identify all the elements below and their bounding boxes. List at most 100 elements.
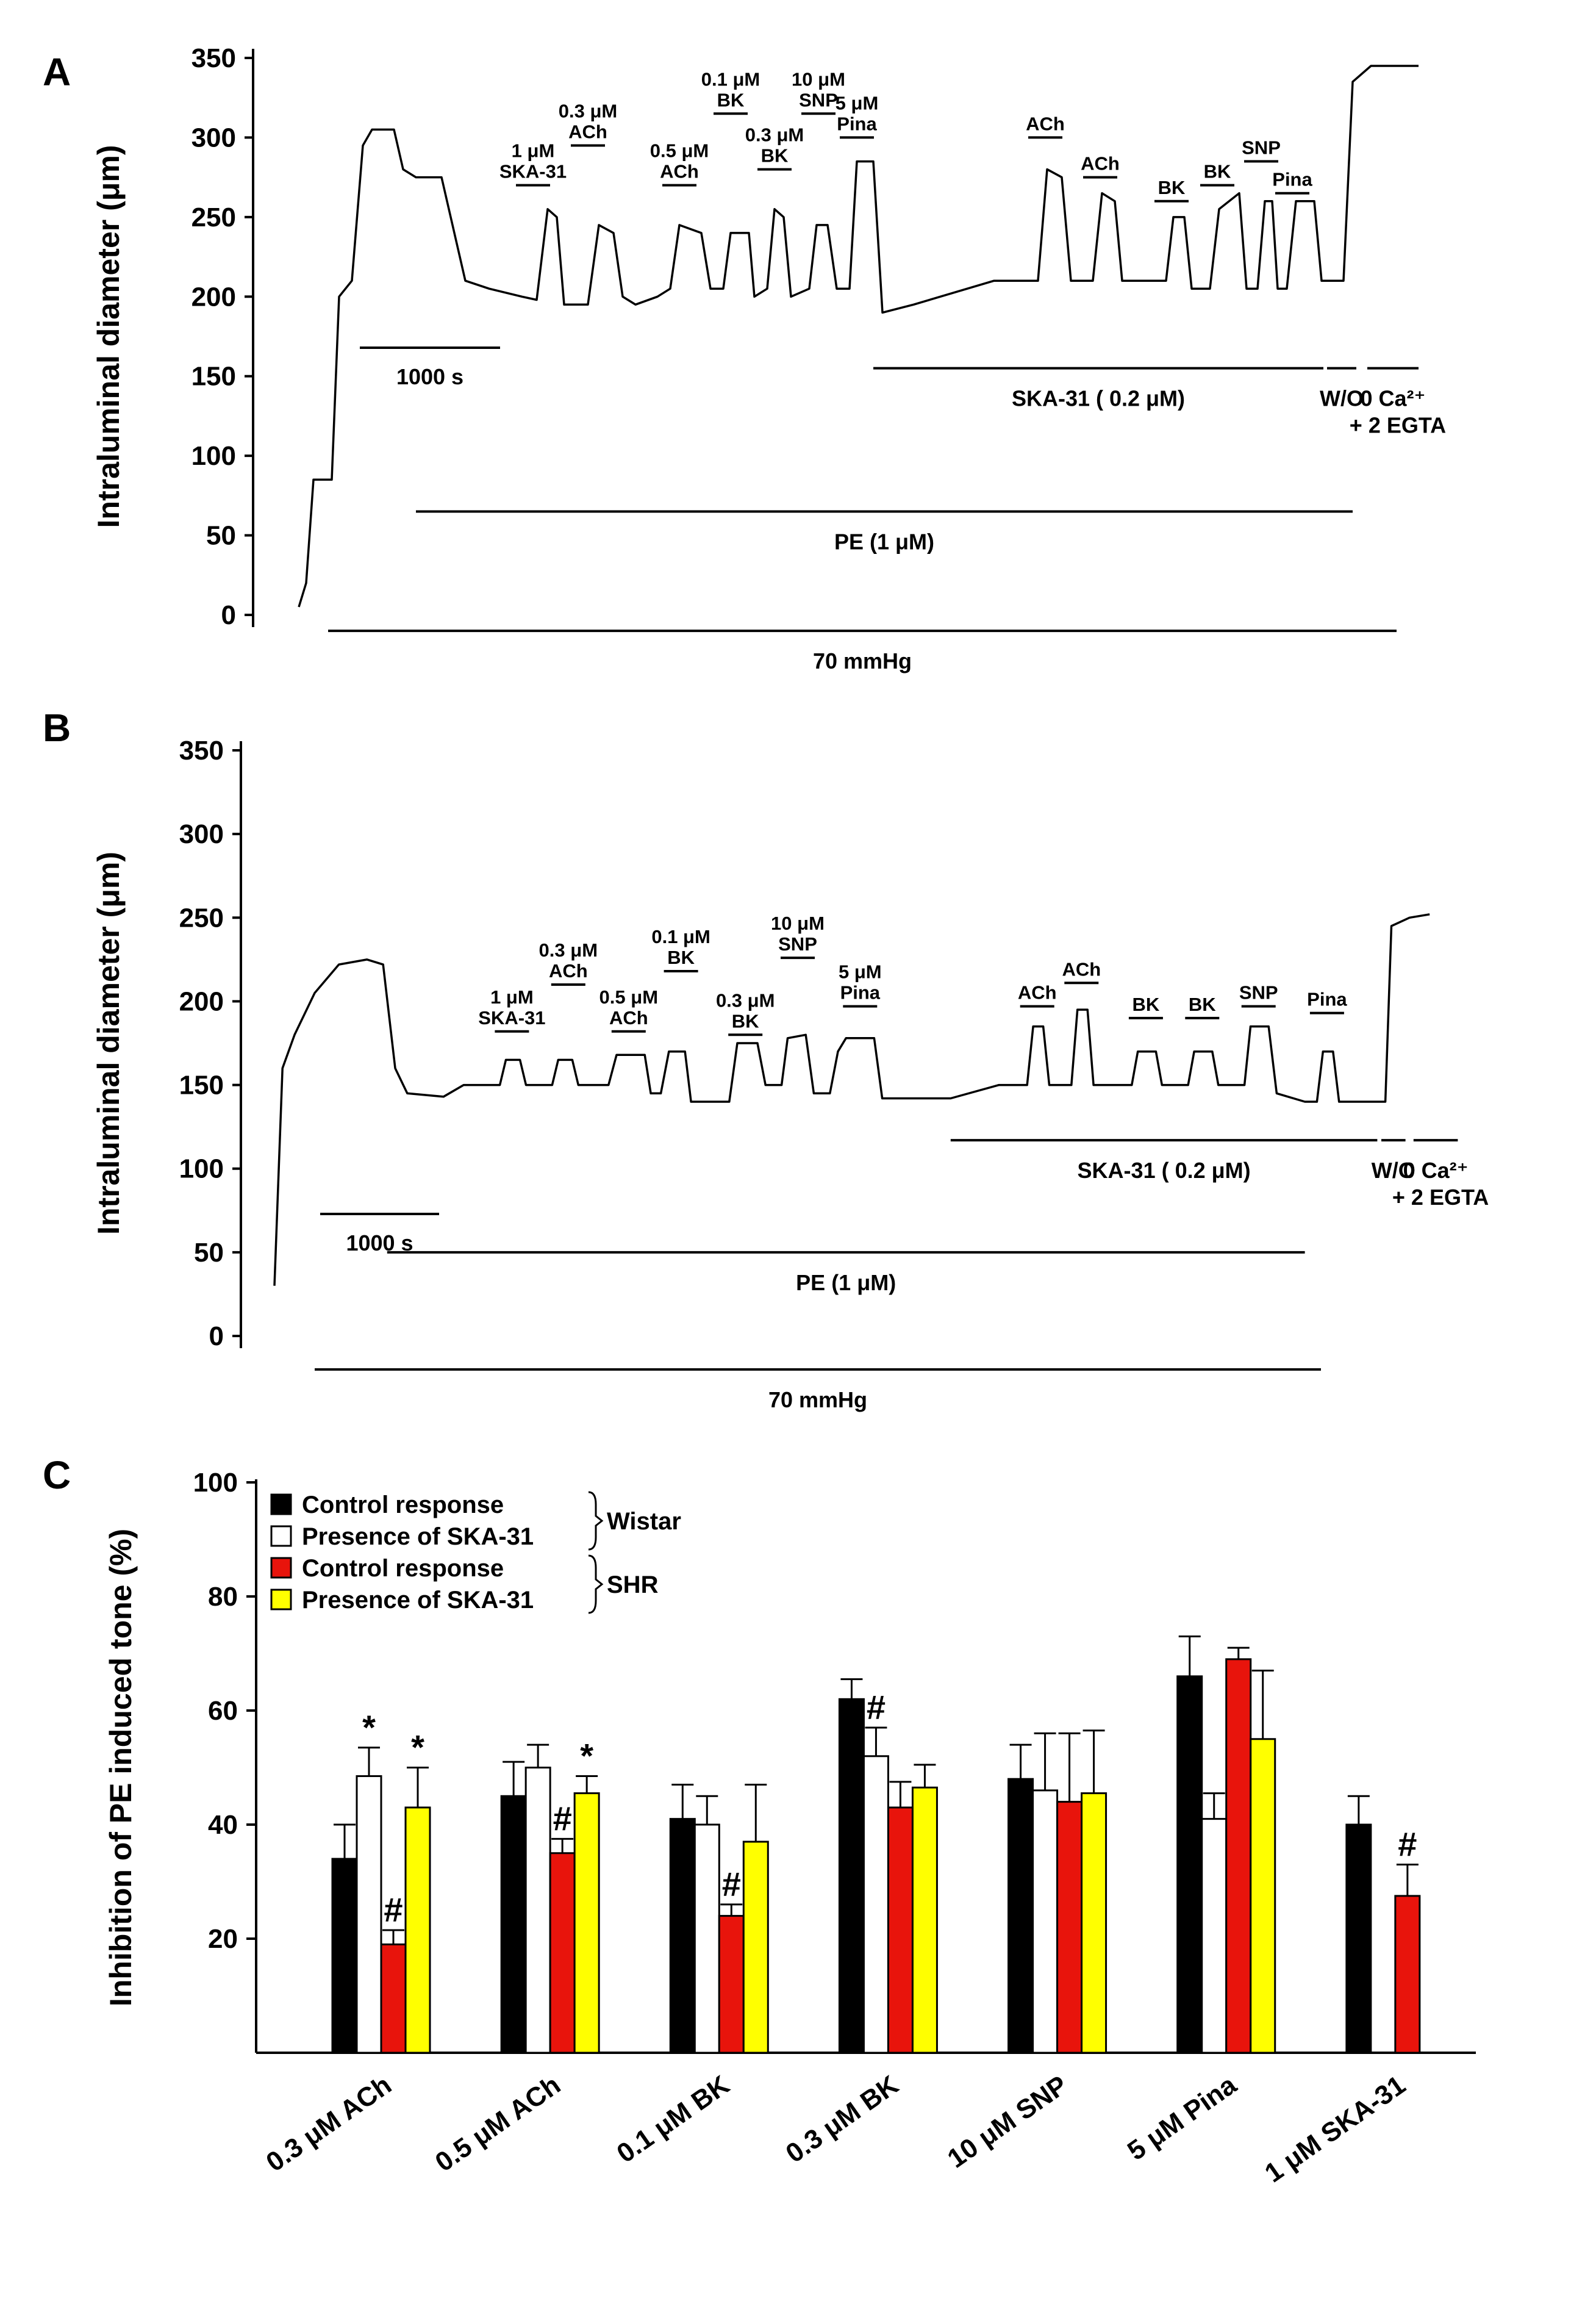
drug-annotation: 1 μM [512,140,555,162]
condition-label: + 2 EGTA [1350,413,1446,438]
y-tick-label: 150 [179,1071,224,1100]
y-tick-label: 0 [209,1321,224,1351]
legend-swatch [270,1589,292,1610]
drug-annotation: Pina [840,982,881,1004]
drug-annotation: ACh [568,121,607,142]
y-tick-label: 40 [208,1810,238,1840]
drug-annotation: 0.5 μM [650,140,709,162]
y-tick-label: 100 [179,1154,224,1184]
drug-annotation: 0.5 μM [599,986,659,1008]
condition-label: W/O [1320,386,1364,411]
drug-annotation: Pina [837,113,877,134]
condition-label: SKA-31 ( 0.2 μM) [1078,1158,1251,1183]
drug-annotation: 0.1 μM [651,926,710,947]
condition-label: W/O [1372,1158,1415,1183]
bar-ska31-0 [356,1775,382,2054]
drug-annotation: 5 μM [836,92,879,113]
y-tick-label: 350 [179,736,224,766]
bar-control-6 [1345,1823,1372,2054]
x-category-label: 5 μM Pina [1122,2070,1242,2166]
bar-control-5 [1176,1675,1203,2054]
drug-annotation: 0.3 μM [745,124,804,146]
condition-label: 0 Ca²⁺ [1360,386,1425,411]
drug-annotation: SNP [1239,982,1278,1004]
bar-ska31-0 [404,1806,431,2054]
bar-control-1 [500,1795,527,2054]
diameter-trace [298,65,1419,608]
drug-annotation: Pina [1272,169,1312,190]
drug-annotation: 0.1 μM [701,68,760,90]
drug-annotation: BK [1189,994,1216,1015]
drug-annotation: ACh [609,1007,648,1029]
bar-control-3 [838,1698,865,2054]
drug-annotation: BK [761,145,789,167]
bar-control-3 [887,1806,914,2054]
y-tick-label: 100 [191,441,236,471]
significance-mark: * [362,1708,376,1747]
bar-ska31-4 [1032,1789,1059,2054]
bar-control-5 [1225,1658,1252,2054]
x-category-label: 0.3 μM BK [781,2070,904,2169]
bar-control-4 [1056,1801,1083,2054]
legend-label: Presence of SKA-31 [302,1523,534,1550]
bar-ska31-3 [911,1786,938,2054]
drug-annotation: SNP [778,933,817,955]
time-scale-label: 1000 s [396,364,463,389]
significance-mark: # [867,1688,886,1726]
significance-mark: * [580,1737,593,1775]
bar-control-0 [331,1858,358,2054]
legend-swatch [270,1493,292,1515]
legend-group-brace [588,1491,604,1551]
diameter-trace [273,913,1430,1286]
x-category-label: 0.1 μM BK [612,2070,735,2169]
drug-annotation: SNP [1242,137,1281,159]
significance-mark: # [553,1799,572,1837]
y-tick-label: 350 [191,43,236,73]
y-tick-label: 50 [206,521,236,551]
condition-label: 0 Ca²⁺ [1403,1158,1469,1183]
bar-control-6 [1394,1895,1421,2054]
panel-label: B [43,706,71,750]
bar-control-2 [669,1818,696,2054]
y-tick-label: 80 [208,1582,238,1612]
bar-ska31-3 [862,1755,889,2054]
drug-annotation: ACh [1081,153,1120,174]
y-tick-label: 250 [179,903,224,933]
legend-swatch [270,1525,292,1547]
y-axis-label: Intraluminal diameter (μm) [91,145,126,528]
y-tick-label: 150 [191,362,236,392]
y-tick-label: 300 [179,819,224,849]
legend-label: Control response [302,1492,504,1518]
condition-label: 70 mmHg [813,648,912,673]
condition-label: PE (1 μM) [834,529,934,554]
x-category-label: 0.5 μM ACh [430,2070,566,2178]
drug-annotation: 0.3 μM [716,989,775,1011]
drug-annotation: ACh [1018,982,1057,1004]
drug-annotation: BK [667,947,695,968]
drug-annotation: BK [717,89,745,110]
y-tick-label: 250 [191,203,236,232]
drug-annotation: BK [1158,177,1186,198]
x-category-label: 10 μM SNP [942,2070,1073,2174]
panel-label: A [43,50,71,94]
drug-annotation: 10 μM [792,68,845,90]
y-tick-label: 60 [208,1696,238,1726]
drug-annotation: ACh [1062,958,1101,980]
drug-annotation: SKA-31 [478,1007,545,1029]
drug-annotation: BK [732,1010,759,1032]
bar-control-4 [1007,1778,1034,2054]
x-category-label: 0.3 μM ACh [261,2070,397,2178]
y-tick-label: 0 [221,600,236,630]
legend-label: Presence of SKA-31 [302,1587,534,1614]
legend-swatch [270,1557,292,1579]
legend-group-label: SHR [607,1571,659,1598]
drug-annotation: SKA-31 [499,161,567,182]
y-axis-label: Inhibition of PE induced tone (%) [104,1529,138,2006]
condition-label: + 2 EGTA [1392,1185,1489,1210]
condition-label: SKA-31 ( 0.2 μM) [1012,386,1185,411]
condition-label: 70 mmHg [768,1387,867,1412]
significance-mark: # [722,1865,741,1903]
x-category-label: 1 μM SKA-31 [1259,2070,1411,2188]
y-tick-label: 100 [193,1468,238,1498]
